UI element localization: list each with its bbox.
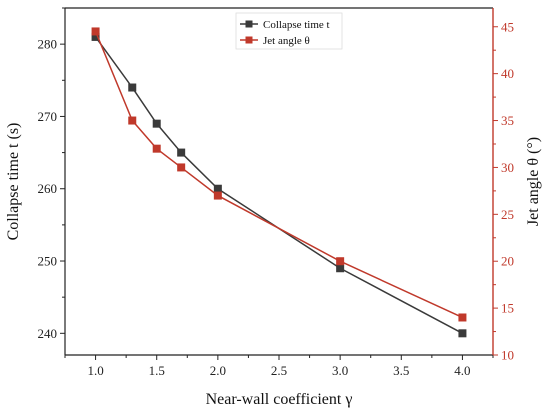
legend-box [235,12,343,50]
data-point-jet-angle [213,191,222,200]
y-right-tick-label: 15 [501,301,514,316]
data-point-collapse-time [177,148,186,157]
data-point-jet-angle [152,144,161,153]
y-left-tick-label: 270 [38,109,58,124]
x-tick-label: 1.5 [149,363,165,378]
x-tick-label: 3.5 [393,363,409,378]
x-tick-label: 2.5 [271,363,287,378]
data-point-collapse-time [152,119,161,128]
y-right-tick-label: 10 [501,348,514,363]
y-right-tick-label: 20 [501,254,514,269]
x-axis: 1.0 1.5 2.0 2.5 3.0 3.5 4.0 [64,355,494,378]
y-axis-left: 240 250 260 270 280 [38,7,65,341]
y-left-tick-label: 250 [38,254,58,269]
legend-label: Jet angle θ [263,35,310,47]
y-right-tick-label: 30 [501,160,514,175]
x-axis-title: Near-wall coefficient γ [206,391,353,408]
y-right-tick-label: 25 [501,207,514,222]
series-line-collapse-time [94,36,463,334]
y-right-tick-label: 35 [501,113,514,128]
legend-marker [245,36,253,44]
data-point-jet-angle [458,313,467,322]
legend-marker [245,20,253,28]
data-point-collapse-time [213,184,222,193]
data-point-jet-angle [91,27,100,36]
data-point-jet-angle [177,163,186,172]
y-axis-right-title: Jet angle θ (°) [525,137,542,226]
y-left-tick-label: 260 [38,181,58,196]
data-point-jet-angle [336,257,345,266]
legend-label: Collapse time t [263,19,330,31]
legend: Collapse time t Jet angle θ [235,12,343,50]
data-point-collapse-time [458,329,467,338]
data-point-collapse-time [128,83,137,92]
y-left-tick-label: 240 [38,326,58,341]
y-axis-right: 10 15 20 25 30 35 40 45 [493,19,514,363]
y-axis-left-title: Collapse time t (s) [5,123,22,241]
series-line-jet-angle [94,31,463,319]
series-layer [91,27,467,338]
y-right-tick-label: 40 [501,66,514,81]
data-point-jet-angle [128,116,137,125]
x-tick-label: 4.0 [454,363,470,378]
x-tick-label: 1.0 [87,363,103,378]
x-tick-label: 2.0 [210,363,226,378]
y-left-tick-label: 280 [38,37,58,52]
y-right-tick-label: 45 [501,19,514,34]
plot-frame [64,7,494,356]
data-point-collapse-time [336,264,345,273]
x-tick-label: 3.0 [332,363,348,378]
